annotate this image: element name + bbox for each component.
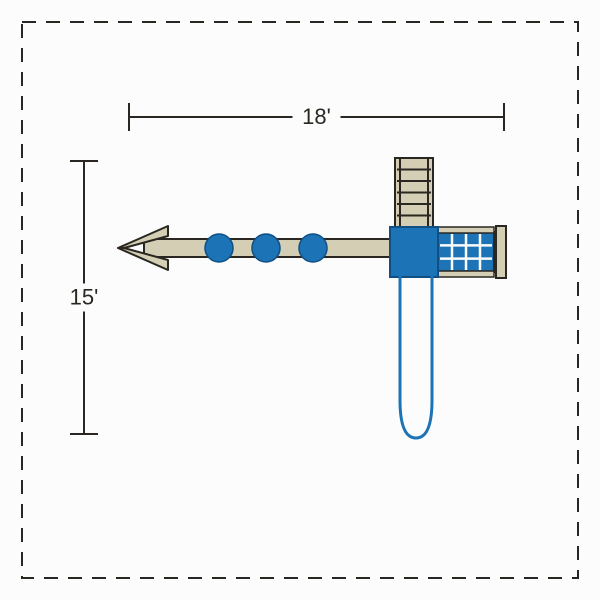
swing-seat [205,234,233,262]
width-dimension-label: 18' [302,104,331,129]
diagram-canvas: 18' 15' [0,0,600,600]
net-end-rail [496,226,506,278]
height-dimension-label: 15' [70,284,99,309]
playset-footprint-diagram: 18' 15' [0,0,600,600]
swing-seat [252,234,280,262]
tower-platform [390,227,438,277]
swing-seat [299,234,327,262]
